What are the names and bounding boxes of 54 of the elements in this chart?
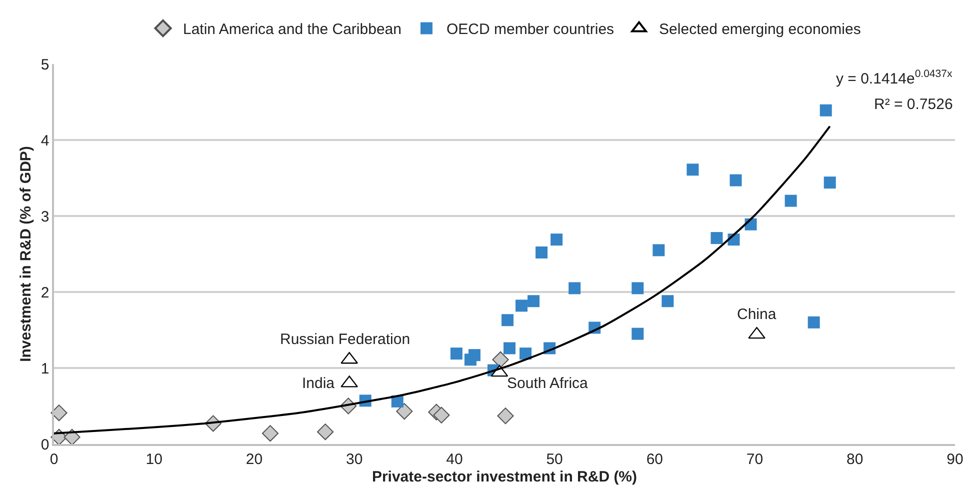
y-tick-label: 1	[40, 360, 50, 378]
x-tick-label: 30	[346, 450, 363, 468]
point	[820, 104, 832, 116]
point	[662, 295, 674, 308]
y-tick-label: 2	[40, 284, 50, 302]
point	[784, 194, 797, 207]
x-tick-label: 60	[646, 450, 664, 468]
x-tick-label: 70	[746, 450, 764, 468]
point	[808, 316, 820, 328]
x-tick-label: 40	[446, 450, 463, 468]
legend-label: Selected emerging economies	[659, 21, 861, 38]
point	[686, 164, 699, 176]
point	[632, 282, 644, 294]
y-axis-title: Investment in R&D (% of GDP)	[18, 146, 35, 362]
x-tick-label: 50	[546, 450, 563, 468]
point	[502, 314, 514, 326]
point	[450, 348, 462, 360]
point	[497, 408, 514, 424]
y-tick-label: 5	[40, 56, 50, 74]
point	[632, 328, 644, 340]
x-tick-label: 90	[946, 450, 964, 468]
annotation: Russian Federation	[280, 331, 410, 348]
point	[710, 232, 723, 244]
x-tick-label: 80	[846, 450, 864, 468]
point	[317, 424, 334, 440]
point	[652, 244, 665, 256]
point	[433, 406, 450, 424]
point	[824, 176, 836, 189]
point	[396, 403, 413, 420]
annotation: South Africa	[507, 375, 589, 392]
annotation: y = 0.1414e$^{0.0437x}$	[836, 68, 953, 88]
annotation: R² = 0.7526	[874, 96, 953, 113]
x-tick-label: 10	[146, 450, 162, 468]
point	[516, 300, 528, 312]
point	[730, 174, 742, 186]
point	[262, 425, 279, 442]
point	[504, 342, 516, 354]
point	[550, 234, 563, 246]
point	[536, 246, 548, 258]
legend-label: Latin America and the Caribbean	[183, 21, 402, 38]
x-axis-title: Private-sector investment in R&D (%)	[372, 468, 638, 486]
legend-label: OECD member countries	[446, 21, 614, 38]
annotation: India	[302, 375, 336, 392]
annotation: China	[737, 306, 777, 323]
point	[50, 404, 68, 422]
point	[468, 349, 480, 362]
y-tick-label: 3	[40, 208, 50, 226]
x-tick-label: 20	[246, 450, 263, 468]
y-tick-label: 0	[40, 436, 50, 454]
point	[492, 351, 509, 368]
point	[528, 295, 540, 308]
point	[520, 348, 532, 360]
y-tick-label: 4	[40, 132, 50, 150]
point	[568, 282, 581, 294]
